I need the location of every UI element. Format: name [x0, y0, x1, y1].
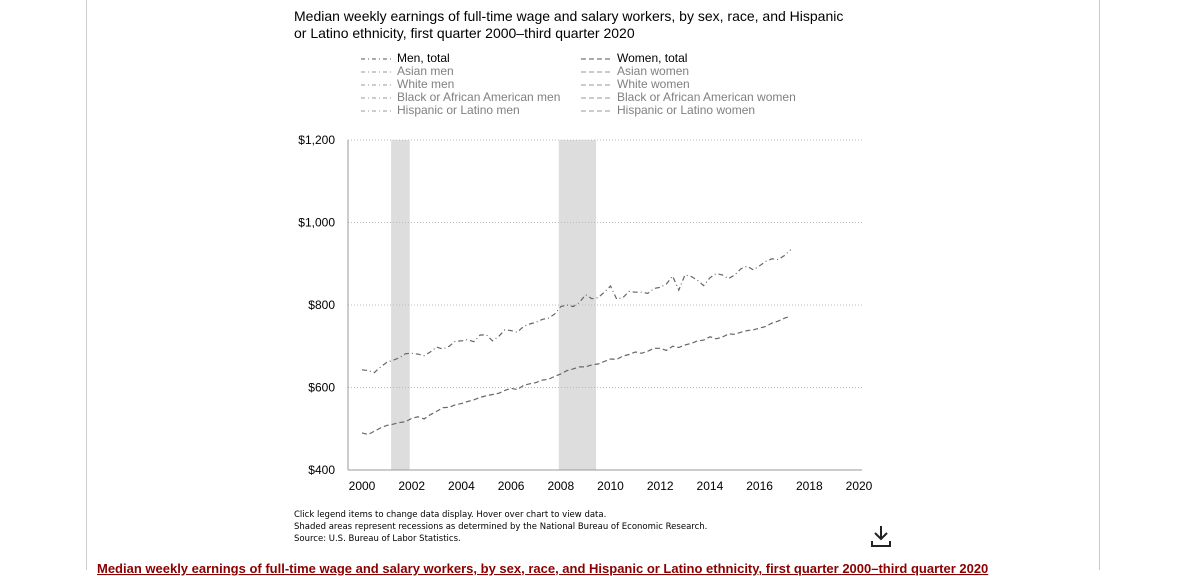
x-tick-label: 2016 — [746, 479, 773, 493]
dashdot-line-icon — [361, 97, 391, 98]
y-tick-label: $1,200 — [298, 133, 335, 147]
x-tick-label: 2018 — [796, 479, 823, 493]
legend-label: Black or African American men — [397, 90, 561, 104]
y-tick-label: $600 — [308, 381, 335, 395]
chart-caption-link[interactable]: Median weekly earnings of full-time wage… — [97, 561, 989, 576]
x-tick-label: 2020 — [846, 479, 873, 493]
chart-title: Median weekly earnings of full-time wage… — [294, 8, 844, 41]
x-tick-label: 2012 — [647, 479, 674, 493]
y-tick-label: $800 — [308, 298, 335, 312]
legend-item-black-men[interactable]: Black or African American men — [361, 91, 560, 104]
legend-label: Black or African American women — [617, 90, 796, 104]
note-recessions: Shaded areas represent recessions as det… — [294, 522, 708, 532]
legend-label: Asian women — [617, 64, 690, 78]
dashdot-line-icon — [361, 84, 391, 85]
legend-item-asian-men[interactable]: Asian men — [361, 65, 560, 78]
dash-line-icon — [581, 71, 611, 72]
chart-notes: Click legend items to change data displa… — [294, 509, 707, 545]
download-button[interactable] — [869, 524, 893, 548]
dash-line-icon — [581, 97, 611, 98]
legend-item-white-men[interactable]: White men — [361, 78, 560, 91]
dashdot-line-icon — [361, 71, 391, 72]
dash-line-icon — [581, 58, 611, 59]
download-icon — [871, 526, 891, 547]
legend-label: Asian men — [397, 64, 454, 78]
legend-label: White women — [617, 77, 690, 91]
dashdot-line-icon — [361, 110, 391, 111]
legend-item-white-women[interactable]: White women — [581, 78, 796, 91]
legend-label: Hispanic or Latino men — [397, 103, 520, 117]
x-tick-label: 2004 — [448, 479, 475, 493]
x-tick-label: 2008 — [547, 479, 574, 493]
legend-label: White men — [397, 77, 455, 91]
note-source: Source: U.S. Bureau of Labor Statistics. — [294, 534, 461, 544]
legend-men: Men, total Asian men White men Black or … — [361, 52, 560, 117]
note-instructions: Click legend items to change data displa… — [294, 510, 607, 520]
y-tick-label: $1,000 — [298, 216, 335, 230]
content-frame — [86, 0, 1100, 570]
x-tick-label: 2006 — [498, 479, 525, 493]
y-tick-label: $400 — [308, 463, 335, 477]
series-line-men-total[interactable] — [361, 249, 792, 374]
recession-band — [558, 140, 597, 470]
legend-label: Women, total — [617, 51, 688, 65]
x-tick-label: 2010 — [597, 479, 624, 493]
dash-line-icon — [581, 84, 611, 85]
dash-line-icon — [581, 110, 611, 111]
legend-women: Women, total Asian women White women Bla… — [581, 52, 796, 117]
legend-item-hispanic-women[interactable]: Hispanic or Latino women — [581, 104, 796, 117]
legend-label: Hispanic or Latino women — [617, 103, 756, 117]
x-tick-label: 2000 — [349, 479, 376, 493]
legend-label: Men, total — [397, 51, 450, 65]
legend-item-men-total[interactable]: Men, total — [361, 52, 560, 65]
legend-item-hispanic-men[interactable]: Hispanic or Latino men — [361, 104, 560, 117]
legend-item-asian-women[interactable]: Asian women — [581, 65, 796, 78]
dashdot-line-icon — [361, 58, 391, 59]
legend-item-women-total[interactable]: Women, total — [581, 52, 796, 65]
x-tick-label: 2014 — [697, 479, 724, 493]
x-tick-label: 2002 — [398, 479, 425, 493]
series-line-women-total[interactable] — [361, 315, 791, 436]
legend-item-black-women[interactable]: Black or African American women — [581, 91, 796, 104]
